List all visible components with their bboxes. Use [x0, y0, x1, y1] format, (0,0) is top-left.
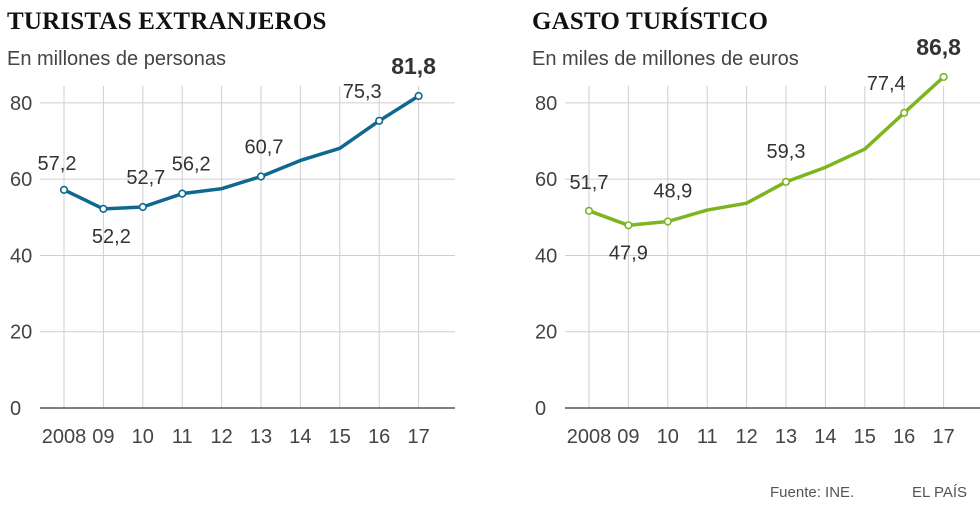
x-tick-label: 09	[92, 426, 114, 448]
x-tick-label: 2008	[567, 426, 612, 448]
x-tick-label: 12	[735, 426, 757, 448]
data-point-marker	[584, 206, 594, 215]
data-label: 86,8	[916, 34, 961, 60]
y-tick-label: 20	[535, 322, 557, 344]
data-label: 48,9	[653, 180, 692, 202]
y-tick-label: 60	[535, 169, 557, 191]
chart-title: TURISTAS EXTRANJEROS	[7, 8, 327, 35]
data-label: 52,2	[92, 226, 131, 248]
data-point-marker	[99, 204, 108, 214]
chart-panel-gasto: GASTO TURÍSTICO En miles de millones de …	[525, 0, 980, 470]
data-label: 75,3	[343, 81, 382, 103]
x-tick-label: 17	[407, 426, 429, 448]
x-tick-label: 16	[893, 426, 915, 448]
y-tick-label: 80	[535, 93, 557, 115]
brand-credit: EL PAÍS	[912, 484, 968, 501]
chart-subtitle: En miles de millones de euros	[532, 48, 799, 70]
data-point-marker	[375, 116, 384, 125]
data-point-marker	[939, 72, 948, 82]
y-tick-label: 80	[10, 93, 32, 115]
y-tick-label: 0	[10, 398, 21, 420]
x-tick-label: 17	[932, 426, 954, 448]
x-tick-label: 14	[289, 426, 311, 448]
x-tick-label: 15	[329, 426, 351, 448]
data-point-marker	[663, 217, 672, 226]
x-tick-label: 11	[172, 426, 193, 448]
x-tick-label: 14	[814, 426, 836, 448]
data-label: 81,8	[391, 53, 436, 79]
series-line	[62, 94, 421, 211]
y-tick-label: 20	[10, 322, 32, 344]
data-point-marker	[781, 177, 791, 186]
data-label: 59,3	[767, 141, 806, 163]
chart-subtitle: En millones de personas	[7, 48, 227, 70]
data-label: 57,2	[38, 153, 77, 175]
chart-title: GASTO TURÍSTICO	[532, 8, 769, 35]
x-tick-label: 13	[250, 426, 272, 448]
y-tick-label: 0	[535, 398, 546, 420]
data-point-marker	[59, 185, 69, 194]
data-point-marker	[900, 108, 909, 117]
data-point-marker	[414, 91, 423, 101]
x-tick-label: 11	[697, 426, 718, 448]
data-label: 60,7	[245, 136, 284, 158]
data-point-marker	[256, 172, 266, 181]
chart-panel-turistas: TURISTAS EXTRANJEROS En millones de pers…	[0, 0, 470, 470]
x-tick-label: 12	[210, 426, 232, 448]
x-tick-label: 16	[368, 426, 390, 448]
x-tick-label: 13	[775, 426, 797, 448]
x-tick-label: 2008	[42, 426, 87, 448]
data-label: 77,4	[867, 73, 906, 95]
data-label: 52,7	[126, 167, 165, 189]
y-tick-label: 40	[535, 245, 557, 267]
x-tick-label: 09	[617, 426, 639, 448]
data-point-marker	[138, 202, 147, 212]
chart-turistas: 0 20 40 60 80 2008 09 10 11 12 13 14 15 16 17 57,2 52,2 5…	[10, 53, 455, 448]
data-point-marker	[624, 221, 633, 230]
x-tick-label: 10	[132, 426, 154, 448]
data-label: 56,2	[172, 154, 211, 176]
data-label: 51,7	[570, 172, 609, 194]
x-tick-label: 10	[657, 426, 679, 448]
data-label: 47,9	[609, 242, 648, 264]
chart-gasto: 0 20 40 60 80 2008 09 10 11 12 13 14 15 16 17 51,7 47,9 4…	[535, 34, 980, 448]
data-point-marker	[178, 189, 187, 198]
y-tick-label: 40	[10, 245, 32, 267]
series-line	[587, 75, 946, 228]
y-tick-label: 60	[10, 169, 32, 191]
source-note: Fuente: INE.	[770, 484, 855, 501]
x-tick-label: 15	[854, 426, 876, 448]
